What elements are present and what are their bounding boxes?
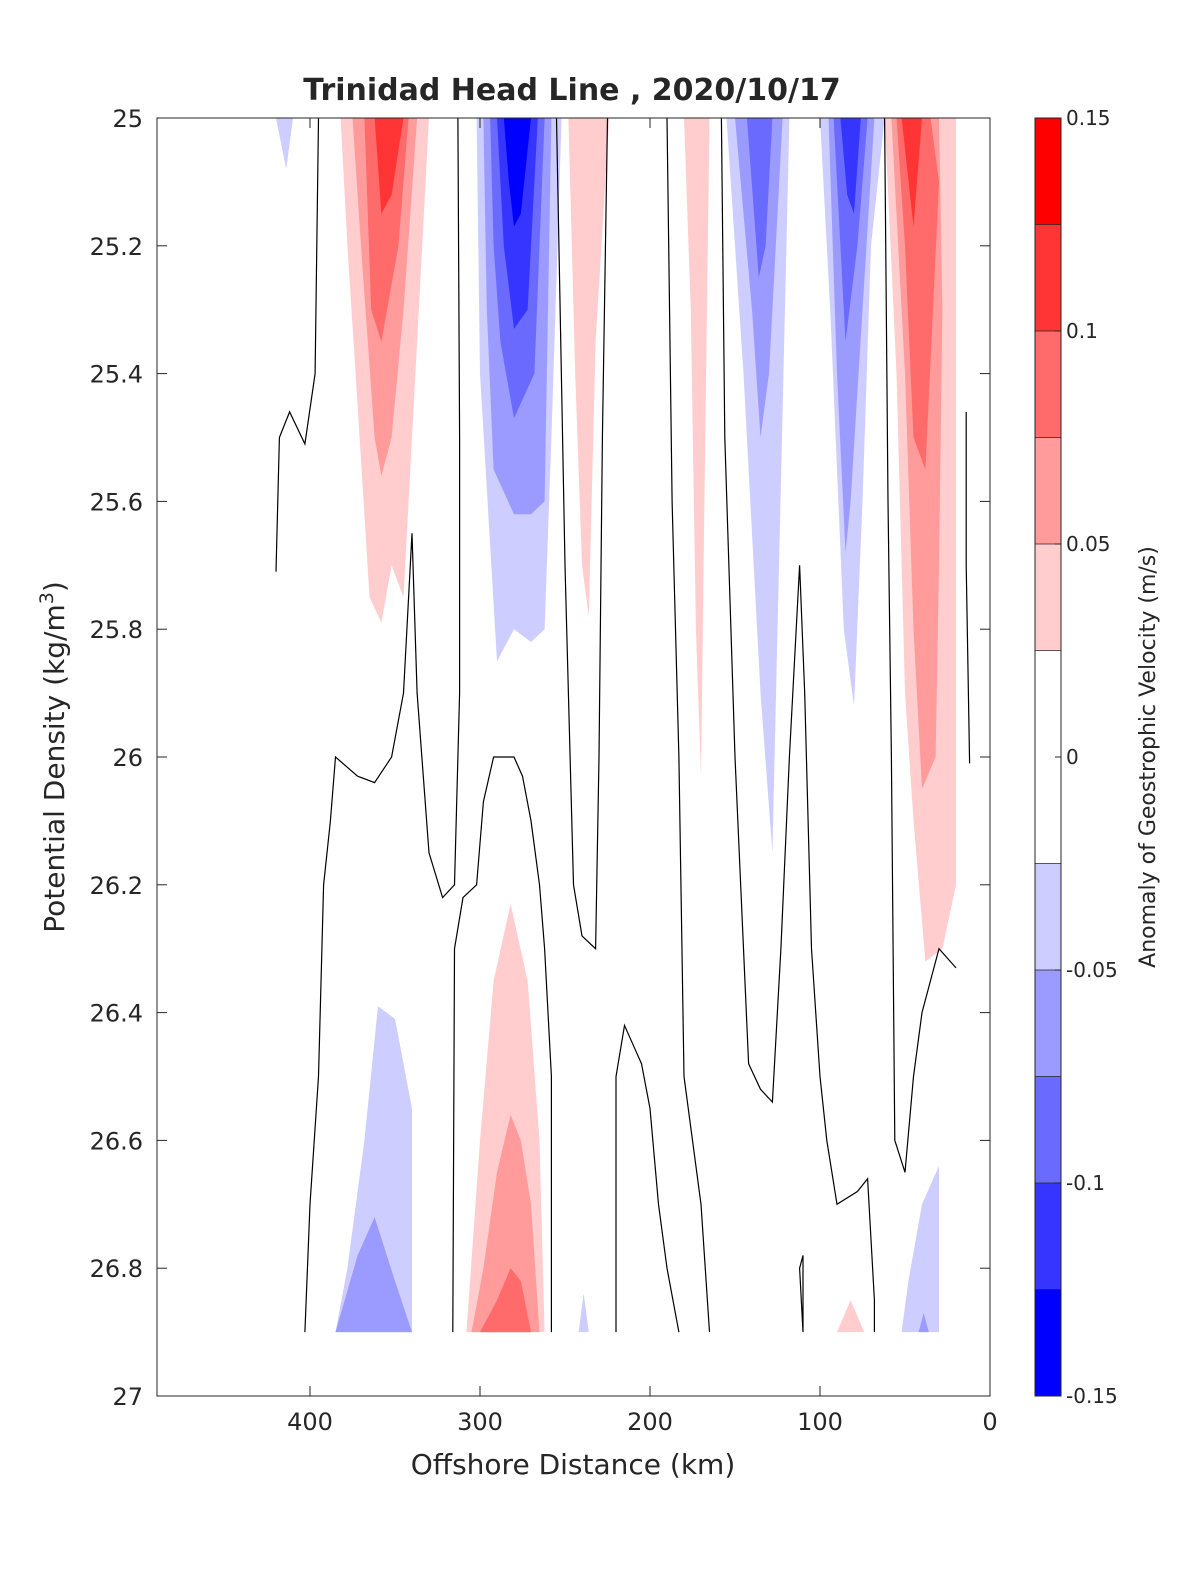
colorbar-tick-label: 0.1 [1066, 319, 1098, 343]
colorbar-band-0 [1035, 118, 1061, 225]
y-tick-label: 26.8 [90, 1255, 143, 1283]
zero-contour-line-2 [452, 756, 553, 1333]
colorbar-tick-label: -0.05 [1066, 958, 1118, 982]
filled-contour-region-31 [918, 1312, 929, 1333]
chart-title: Trinidad Head Line , 2020/10/17 [303, 73, 840, 108]
y-axis-label: Potential Density (kg/m3) [36, 581, 71, 933]
filled-contour-region-28 [578, 1293, 589, 1333]
filled-contour-layer [276, 118, 956, 1333]
x-tick-label: 300 [457, 1408, 503, 1436]
colorbar-tick-label: 0 [1066, 745, 1079, 769]
y-tick-label: 26.4 [90, 1000, 143, 1028]
filled-contour-region-9 [503, 118, 531, 227]
zero-contour-line-8 [883, 118, 957, 1173]
colorbar-band-4 [1035, 544, 1061, 651]
colorbar-tick-label: -0.1 [1066, 1171, 1105, 1195]
colorbar-band-1 [1035, 224, 1061, 332]
zero-contour-line-9 [965, 411, 971, 764]
colorbar-band-6 [1035, 863, 1061, 971]
x-tick-label: 0 [982, 1408, 997, 1436]
filled-contour-region-22 [901, 118, 922, 227]
filled-contour-region-10 [568, 118, 610, 617]
plot-area [156, 117, 991, 1397]
x-tick-label: 400 [287, 1408, 333, 1436]
y-tick-label: 25.8 [90, 616, 143, 644]
zero-contour-line-7 [798, 1255, 804, 1333]
colorbar-tick-label: 0.05 [1066, 532, 1111, 556]
zero-contour-line-3 [555, 118, 609, 951]
x-tick-label: 200 [627, 1408, 673, 1436]
filled-contour-region-26 [471, 1114, 540, 1333]
filled-contour-region-17 [833, 118, 868, 342]
filled-contour-region-11 [684, 118, 710, 777]
filled-contour-region-21 [896, 118, 939, 470]
filled-contour-region-14 [746, 118, 773, 278]
filled-contour-region-4 [276, 118, 293, 170]
y-axis-label-suffix: ) [38, 581, 71, 592]
x-axis-ticks: 400 300 200 100 0 [287, 118, 998, 1436]
y-axis-label-text: Potential Density (kg/m [38, 604, 71, 933]
colorbar-band-10 [1035, 1289, 1061, 1397]
colorbar-tick-label: 0.15 [1066, 106, 1111, 130]
y-tick-label: 25 [112, 105, 143, 133]
y-tick-label: 25.2 [90, 233, 143, 261]
zero-contour-line-1 [304, 118, 461, 1333]
y-tick-label: 26 [112, 744, 143, 772]
filled-contour-region-27 [480, 1268, 531, 1333]
filled-contour-region-24 [335, 1217, 412, 1333]
filled-contour-region-3 [374, 118, 404, 214]
filled-contour-region-12 [726, 118, 790, 853]
zero-contour-line-6 [720, 118, 876, 1333]
y-tick-label: 25.6 [90, 488, 143, 516]
y-axis-label-superscript: 3 [36, 592, 58, 604]
filled-contour-region-23 [335, 1006, 412, 1333]
zero-contour-layer [275, 118, 971, 1333]
colorbar-band-2 [1035, 331, 1061, 438]
filled-contour-region-29 [837, 1300, 865, 1333]
zero-contour-line-4 [615, 1023, 680, 1333]
zero-contour-line-0 [275, 118, 320, 572]
filled-contour-region-18 [840, 118, 861, 214]
colorbar-tick-label: -0.15 [1066, 1384, 1118, 1408]
colorbar-band-8 [1035, 1076, 1061, 1184]
colorbar-band-7 [1035, 970, 1061, 1077]
y-axis-ticks: 25 25.2 25.4 25.6 25.8 26 26.2 26.4 26.6 26.8 27 [90, 105, 990, 1411]
y-tick-label: 25.4 [90, 361, 143, 389]
filled-contour-region-30 [901, 1166, 939, 1333]
colorbar-label: Anomaly of Geostrophic Velocity (m/s) [1136, 546, 1161, 968]
y-tick-label: 27 [112, 1383, 143, 1411]
zero-contour-line-5 [666, 118, 711, 1333]
x-axis-label: Offshore Distance (km) [411, 1448, 736, 1481]
y-tick-label: 26.6 [90, 1127, 143, 1155]
colorbar-ticks: 0.15 0.1 0.05 0 -0.05 -0.1 -0.15 [1055, 106, 1118, 1408]
filled-contour-region-8 [497, 118, 538, 329]
y-tick-label: 26.2 [90, 872, 143, 900]
filled-contour-region-2 [364, 118, 409, 342]
colorbar-band-9 [1035, 1183, 1061, 1290]
x-tick-label: 100 [797, 1408, 843, 1436]
colorbar [1035, 118, 1061, 1397]
colorbar-band-3 [1035, 437, 1061, 545]
